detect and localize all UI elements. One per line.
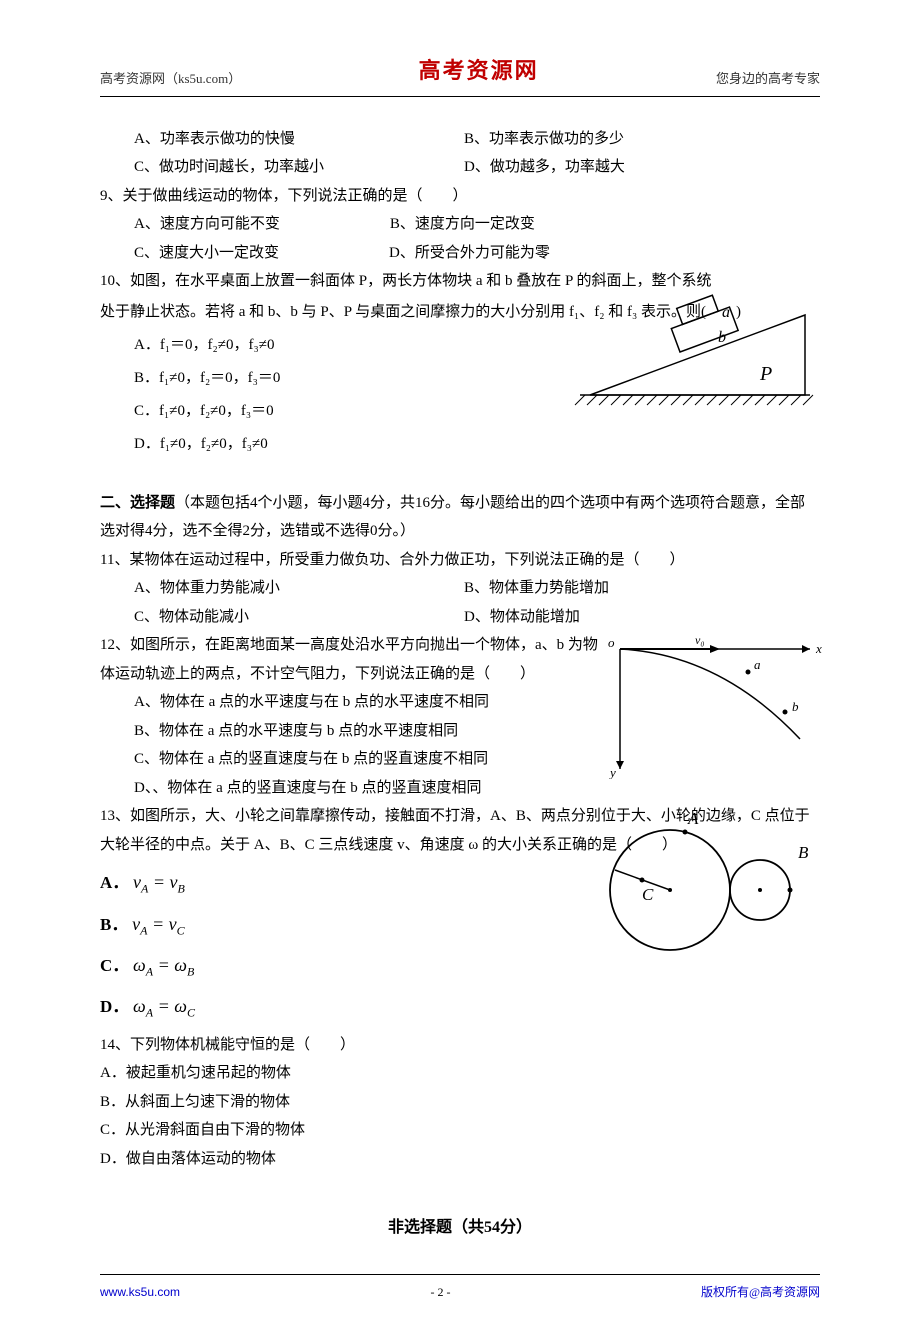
q12-diagram: o x y v₀ a b: [600, 629, 830, 779]
q9-stem: 9、关于做曲线运动的物体，下列说法正确的是（ ）: [100, 182, 820, 211]
footer-page-number: - 2 -: [430, 1281, 450, 1304]
footer-copyright: 版权所有@高考资源网: [701, 1281, 820, 1304]
q10: 10、如图，在水平桌面上放置一斜面体 P，两长方体物块 a 和 b 叠放在 P …: [100, 267, 820, 461]
q13-diagram: C A B: [580, 800, 830, 960]
q11-option-b: B、物体重力势能增加: [464, 574, 609, 603]
q10-diagram: a b P: [570, 285, 820, 415]
page-footer: www.ks5u.com - 2 - 版权所有@高考资源网: [100, 1274, 820, 1304]
footer-url: www.ks5u.com: [100, 1281, 180, 1304]
section2: 二、选择题（本题包括4个小题，每小题4分，共16分。每小题给出的四个选项中有两个…: [100, 489, 820, 546]
q10-label-a: a: [722, 304, 730, 321]
header-logo-text: 高考资源网: [419, 50, 539, 92]
q11-option-a: A、物体重力势能减小: [134, 574, 464, 603]
q13-label-A: A: [687, 809, 699, 828]
q10-label-P: P: [759, 363, 772, 385]
q14-option-a: A．被起重机匀速吊起的物体: [100, 1059, 820, 1088]
q8-option-a: A、功率表示做功的快慢: [134, 125, 464, 154]
q11-option-d: D、物体动能增加: [464, 603, 580, 632]
q13-option-d: D． ωA = ωC: [100, 989, 820, 1024]
q9-options-row1: A、速度方向可能不变 B、速度方向一定改变: [100, 210, 820, 239]
header-right: 您身边的高考专家: [716, 67, 820, 92]
q12-label-x: x: [815, 641, 822, 656]
q12-label-v0: v₀: [695, 633, 705, 647]
q11-option-c: C、物体动能减小: [134, 603, 464, 632]
q8-options-row1: A、功率表示做功的快慢 B、功率表示做功的多少: [100, 125, 820, 154]
q10-label-b: b: [718, 329, 726, 346]
q12: 12、如图所示，在距离地面某一高度处沿水平方向抛出一个物体，a、b 为物体运动轨…: [100, 631, 820, 802]
q8-option-c: C、做功时间越长，功率越小: [134, 153, 464, 182]
page-header: 高考资源网（ks5u.com） 高考资源网 您身边的高考专家: [100, 50, 820, 97]
q13-label-B: B: [798, 843, 809, 862]
q13: 13、如图所示，大、小轮之间靠摩擦传动，接触面不打滑，A、B、两点分别位于大、小…: [100, 802, 820, 1025]
q12-stem: 12、如图所示，在距离地面某一高度处沿水平方向抛出一个物体，a、b 为物体运动轨…: [100, 631, 600, 688]
q8-options-row2: C、做功时间越长，功率越小 D、做功越多，功率越大: [100, 153, 820, 182]
q9-option-c: C、速度大小一定改变: [134, 239, 279, 268]
nonchoice-title: 非选择题（共54分）: [100, 1213, 820, 1243]
q9-option-d: D、所受合外力可能为零: [389, 239, 550, 268]
q10-option-d: D．f₁≠0，f₂≠0，f₃≠0: [100, 428, 820, 461]
q8-option-b: B、功率表示做功的多少: [464, 125, 624, 154]
q14-option-c: C．从光滑斜面自由下滑的物体: [100, 1116, 820, 1145]
q12-label-a: a: [754, 657, 761, 672]
q9-option-b: B、速度方向一定改变: [390, 210, 535, 239]
q11-options-row1: A、物体重力势能减小 B、物体重力势能增加: [100, 574, 820, 603]
q14-option-b: B．从斜面上匀速下滑的物体: [100, 1088, 820, 1117]
q14-stem: 14、下列物体机械能守恒的是（ ）: [100, 1031, 820, 1060]
q9-option-a: A、速度方向可能不变: [134, 210, 280, 239]
q12-label-b: b: [792, 699, 799, 714]
q11-options-row2: C、物体动能减小 D、物体动能增加: [100, 603, 820, 632]
section2-desc: （本题包括4个小题，每小题4分，共16分。每小题给出的四个选项中有两个选项符合题…: [100, 495, 805, 540]
q12-label-y: y: [608, 765, 616, 779]
section2-title: 二、选择题: [100, 495, 175, 511]
content-body: A、功率表示做功的快慢 B、功率表示做功的多少 C、做功时间越长，功率越小 D、…: [100, 125, 820, 1244]
q8-option-d: D、做功越多，功率越大: [464, 153, 625, 182]
q9-options-row2: C、速度大小一定改变 D、所受合外力可能为零: [100, 239, 820, 268]
q11-stem: 11、某物体在运动过程中，所受重力做负功、合外力做正功，下列说法正确的是（ ）: [100, 546, 820, 575]
q14-option-d: D．做自由落体运动的物体: [100, 1145, 820, 1174]
q12-label-o: o: [608, 635, 615, 650]
q13-label-C: C: [642, 885, 654, 904]
header-left: 高考资源网（ks5u.com）: [100, 67, 241, 92]
